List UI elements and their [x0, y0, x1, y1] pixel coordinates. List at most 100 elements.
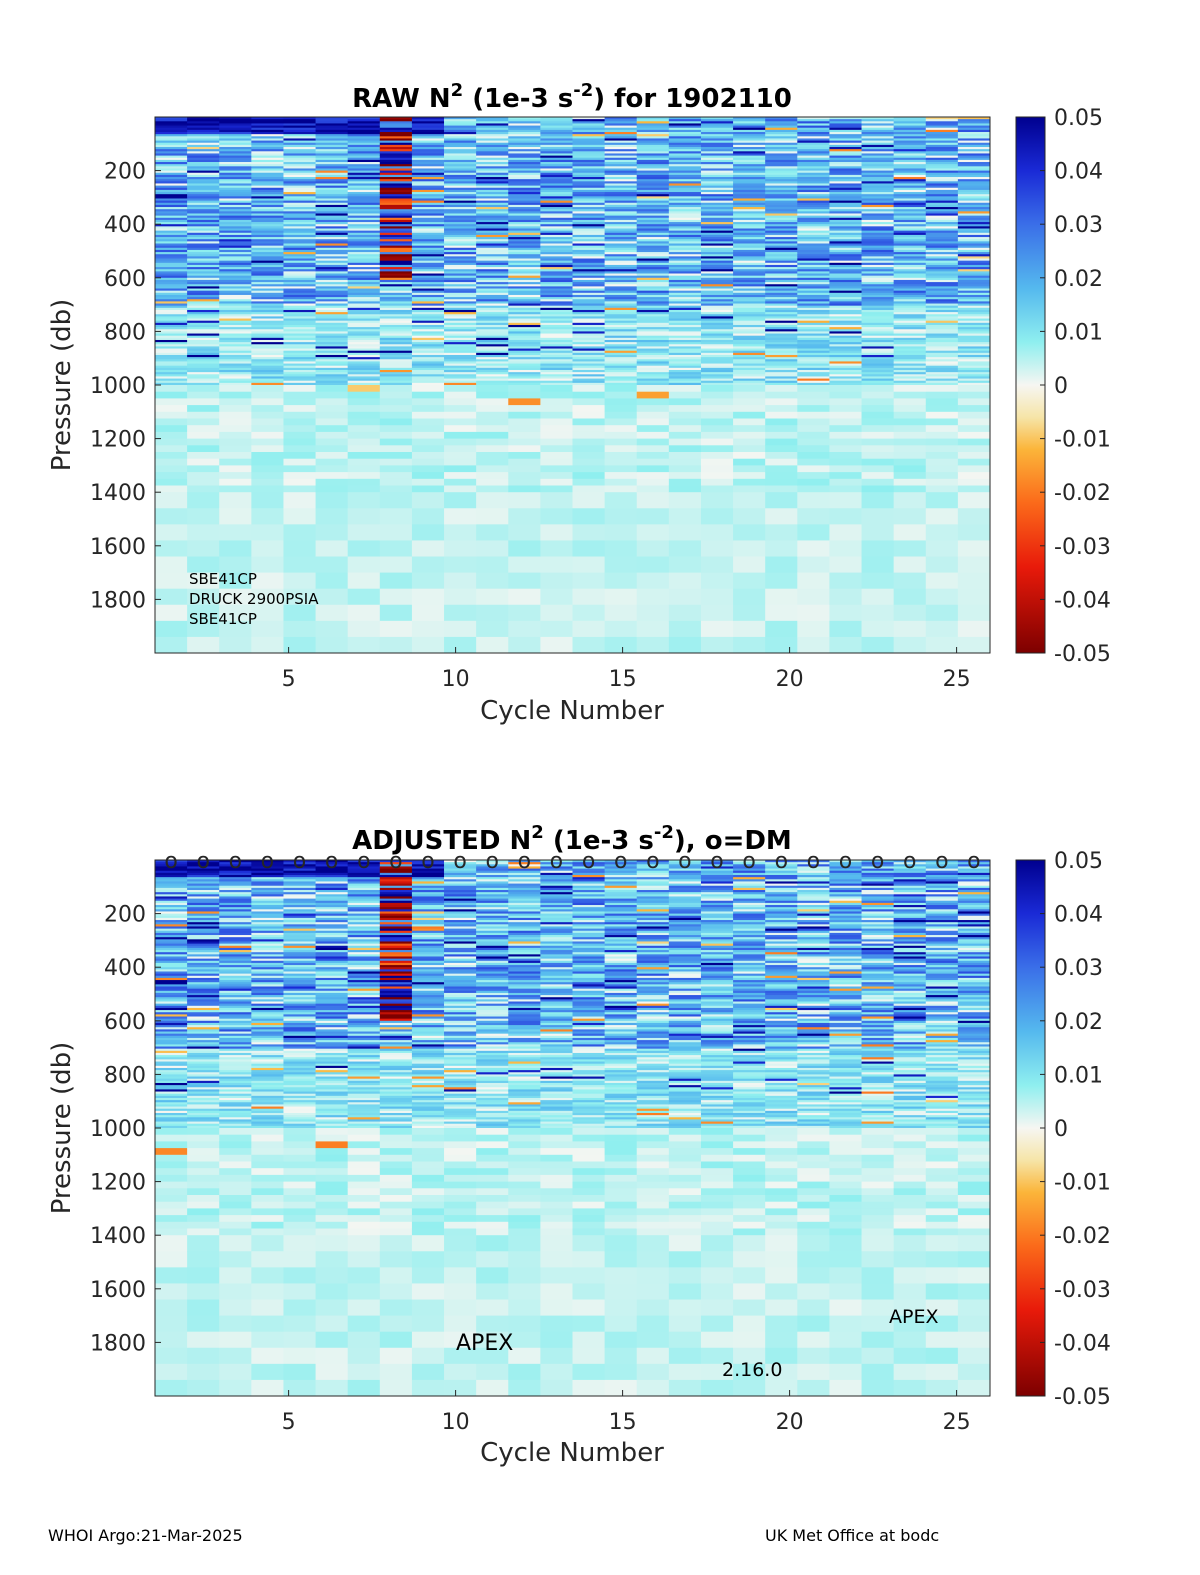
heatmap-cell — [668, 329, 702, 332]
heatmap-cell — [187, 1029, 220, 1032]
heatmap-cell — [379, 172, 413, 176]
heatmap-cell — [411, 202, 445, 206]
heatmap-cell — [155, 292, 188, 296]
heatmap-cell — [155, 980, 188, 983]
heatmap-cell — [925, 604, 959, 622]
heatmap-cell — [155, 956, 188, 960]
heatmap-cell — [411, 134, 445, 137]
heatmap-cell — [315, 398, 349, 406]
heatmap-cell — [797, 129, 830, 133]
heatmap-cell — [604, 620, 638, 638]
heatmap-cell — [572, 508, 606, 525]
heatmap-cell — [219, 301, 252, 304]
heatmap-cell — [411, 196, 445, 199]
heatmap-cell — [251, 986, 284, 990]
heatmap-cell — [187, 1033, 220, 1037]
heatmap-cell — [347, 1031, 381, 1035]
heatmap-cell — [476, 374, 509, 377]
heatmap-cell — [572, 264, 606, 268]
heatmap-cell — [508, 314, 541, 317]
heatmap-cell — [283, 905, 316, 908]
heatmap-cell — [315, 913, 349, 917]
heatmap-cell — [283, 222, 316, 225]
heatmap-cell — [187, 1035, 220, 1039]
heatmap-cell — [733, 398, 766, 406]
heatmap-cell — [219, 982, 252, 985]
heatmap-cell — [893, 254, 927, 257]
heatmap-cell — [893, 181, 927, 184]
heatmap-cell — [540, 247, 573, 251]
heatmap-cell — [251, 149, 284, 152]
heatmap-cell — [540, 297, 573, 300]
heatmap-cell — [540, 232, 573, 236]
heatmap-cell — [411, 508, 445, 525]
heatmap-cell — [315, 142, 349, 146]
heatmap-cell — [219, 879, 252, 882]
heatmap-cell — [219, 1315, 252, 1333]
heatmap-cell — [155, 977, 188, 981]
heatmap-cell — [347, 187, 381, 191]
heatmap-cell — [572, 636, 606, 654]
heatmap-cell — [219, 279, 252, 283]
heatmap-cell — [540, 153, 573, 156]
heatmap-cell — [668, 472, 702, 480]
heatmap-cell — [155, 1001, 188, 1005]
heatmap-cell — [219, 1168, 252, 1176]
heatmap-cell — [925, 260, 959, 264]
heatmap-cell — [187, 327, 220, 330]
heatmap-cell — [957, 282, 991, 285]
heatmap-cell — [379, 237, 413, 240]
heatmap-cell — [187, 875, 220, 878]
heatmap-cell — [219, 995, 252, 998]
heatmap-cell — [925, 226, 959, 229]
heatmap-cell — [347, 335, 381, 339]
heatmap-cell — [765, 224, 798, 227]
heatmap-cell — [733, 286, 766, 289]
heatmap-cell — [315, 222, 349, 225]
heatmap-cell — [957, 226, 991, 229]
heatmap-cell — [187, 288, 220, 292]
heatmap-cell — [251, 943, 284, 947]
heatmap-cell — [251, 213, 284, 217]
colorbar-tick-label: -0.03 — [1054, 535, 1111, 560]
heatmap-cell — [155, 620, 188, 638]
heatmap-cell — [155, 391, 188, 399]
heatmap-cell — [925, 465, 959, 473]
heatmap-cell — [797, 322, 830, 326]
heatmap-cell — [251, 369, 284, 373]
heatmap-cell — [251, 1106, 284, 1110]
heatmap-cell — [476, 222, 509, 225]
heatmap-cell — [829, 200, 862, 204]
heatmap-cell — [829, 249, 862, 253]
heatmap-cell — [155, 588, 188, 606]
heatmap-cell — [411, 524, 445, 541]
heatmap-cell — [251, 1007, 284, 1011]
heatmap-cell — [411, 264, 445, 268]
heatmap-cell — [219, 294, 252, 298]
heatmap-cell — [411, 320, 445, 324]
heatmap-cell — [829, 170, 862, 174]
heatmap-cell — [540, 140, 573, 144]
heatmap-cell — [604, 166, 638, 169]
heatmap-cell — [379, 372, 413, 375]
heatmap-cell — [829, 147, 862, 150]
heatmap-cell — [187, 376, 220, 379]
heatmap-cell — [315, 472, 349, 480]
heatmap-cell — [283, 1087, 316, 1090]
heatmap-cell — [636, 249, 670, 253]
heatmap-cell — [700, 159, 734, 163]
heatmap-cell — [925, 324, 959, 328]
heatmap-cell — [604, 185, 638, 189]
heatmap-cell — [315, 425, 349, 433]
heatmap-cell — [219, 134, 252, 137]
heatmap-cell — [187, 472, 220, 480]
heatmap-cell — [572, 365, 606, 369]
heatmap-cell — [636, 297, 670, 300]
heatmap-cell — [219, 149, 252, 152]
heatmap-cell — [315, 374, 349, 377]
heatmap-cell — [765, 151, 798, 154]
heatmap-cell — [957, 234, 991, 238]
heatmap-cell — [861, 314, 895, 317]
heatmap-cell — [379, 198, 413, 202]
heatmap-cell — [925, 277, 959, 281]
